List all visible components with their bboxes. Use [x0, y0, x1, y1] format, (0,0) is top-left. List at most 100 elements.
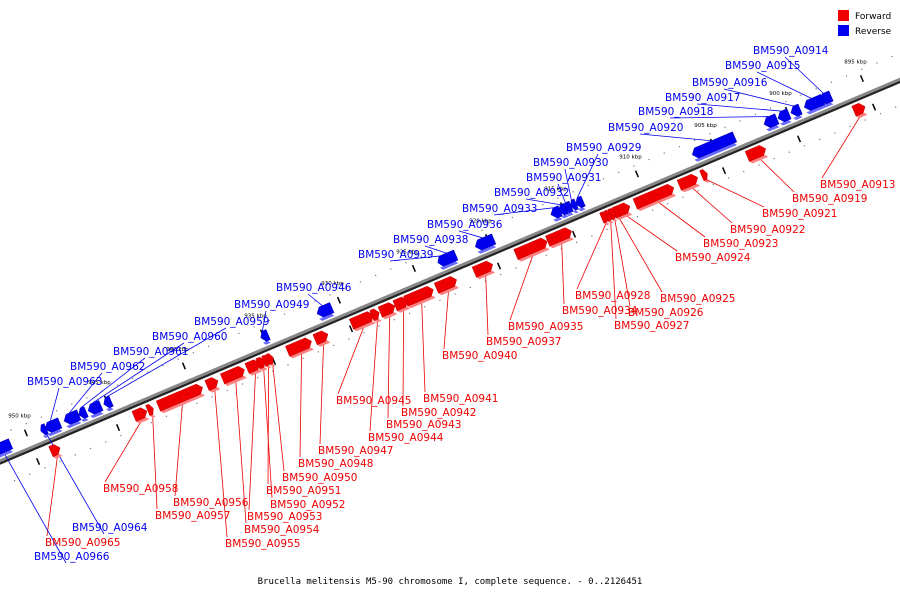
gene-label-bm590_a0966[interactable]: BM590_A0966 — [34, 551, 110, 563]
gene-label-bm590_a0958[interactable]: BM590_A0958 — [103, 483, 178, 495]
gene-feature-bm590_a0958[interactable] — [131, 407, 148, 422]
gene-feature-bm590_a0939[interactable] — [437, 254, 448, 267]
gene-feature-bm590_a0929[interactable] — [575, 195, 586, 209]
gene-label-bm590_a0939[interactable]: BM590_A0939 — [358, 249, 433, 261]
gene-feature-bm590_a0920[interactable] — [692, 131, 738, 159]
gene-feature-bm590_a0957[interactable] — [145, 404, 154, 417]
gene-feature-bm590_a0961[interactable] — [78, 406, 89, 419]
gene-label-bm590_a0965[interactable]: BM590_A0965 — [45, 537, 120, 549]
gene-label-bm590_a0913[interactable]: BM590_A0913 — [820, 179, 895, 191]
gene-label-bm590_a0961[interactable]: BM590_A0961 — [113, 346, 188, 358]
gene-feature-bm590_a0932[interactable] — [558, 202, 569, 216]
gene-label-bm590_a0956[interactable]: BM590_A0956 — [173, 497, 249, 509]
gene-label-bm590_a0955[interactable]: BM590_A0955 — [225, 538, 300, 550]
gene-label-bm590_a0943[interactable]: BM590_A0943 — [386, 419, 461, 431]
gene-feature-bm590_a0963[interactable] — [44, 417, 63, 433]
gene-label-bm590_a0927[interactable]: BM590_A0927 — [614, 320, 689, 332]
gene-label-bm590_a0935[interactable]: BM590_A0935 — [508, 321, 583, 333]
gene-feature-bm590_a0944[interactable] — [369, 308, 380, 322]
gene-feature-bm590_a0936[interactable] — [475, 233, 497, 251]
gene-label-bm590_a0948[interactable]: BM590_A0948 — [298, 458, 373, 470]
gene-feature-bm590_a0941[interactable] — [403, 286, 434, 307]
gene-feature-bm590_a0959[interactable] — [103, 395, 114, 409]
gene-label-bm590_a0937[interactable]: BM590_A0937 — [486, 336, 561, 348]
gene-label-bm590_a0932[interactable]: BM590_A0932 — [494, 187, 569, 199]
gene-label-bm590_a0930[interactable]: BM590_A0930 — [533, 157, 608, 169]
gene-label-bm590_a0934[interactable]: BM590_A0934 — [562, 305, 638, 317]
gene-label-bm590_a0963[interactable]: BM590_A0963 — [27, 376, 102, 388]
gene-label-bm590_a0953[interactable]: BM590_A0953 — [247, 511, 322, 523]
gene-label-bm590_a0922[interactable]: BM590_A0922 — [730, 224, 805, 236]
gene-label-bm590_a0924[interactable]: BM590_A0924 — [675, 252, 751, 264]
gene-label-bm590_a0914[interactable]: BM590_A0914 — [753, 45, 829, 57]
gene-label-bm590_a0940[interactable]: BM590_A0940 — [442, 350, 517, 362]
gene-feature-bm590_a0915[interactable] — [804, 94, 826, 111]
gene-feature-bm590_a0940[interactable] — [433, 276, 457, 294]
gene-feature-bm590_a0918[interactable] — [763, 113, 780, 128]
gene-feature-bm590_a0935[interactable] — [513, 237, 548, 260]
gene-feature-bm590_a0949[interactable] — [260, 329, 271, 342]
gene-label-bm590_a0928[interactable]: BM590_A0928 — [575, 290, 650, 302]
gene-label-bm590_a0933[interactable]: BM590_A0933 — [462, 203, 537, 215]
gene-feature-bm590_a0954[interactable] — [219, 366, 245, 385]
gene-feature-bm590_a0953[interactable] — [244, 359, 261, 374]
gene-label-bm590_a0951[interactable]: BM590_A0951 — [266, 485, 341, 497]
gene-label-bm590_a0945[interactable]: BM590_A0945 — [336, 395, 411, 407]
guide-dot — [861, 68, 863, 70]
gene-label-bm590_a0938[interactable]: BM590_A0938 — [393, 234, 468, 246]
gene-label-bm590_a0954[interactable]: BM590_A0954 — [244, 524, 320, 536]
gene-label-bm590_a0946[interactable]: BM590_A0946 — [276, 282, 352, 294]
gene-label-bm590_a0936[interactable]: BM590_A0936 — [427, 219, 503, 231]
gene-feature-bm590_a0945[interactable] — [348, 311, 374, 330]
gene-feature-bm590_a0934[interactable] — [545, 227, 572, 247]
gene-label-bm590_a0925[interactable]: BM590_A0925 — [660, 293, 735, 305]
gene-label-bm590_a0950[interactable]: BM590_A0950 — [282, 472, 357, 484]
gene-label-bm590_a0919[interactable]: BM590_A0919 — [792, 193, 867, 205]
gene-label-bm590_a0941[interactable]: BM590_A0941 — [423, 393, 498, 405]
gene-label-bm590_a0957[interactable]: BM590_A0957 — [155, 510, 230, 522]
gene-label-bm590_a0947[interactable]: BM590_A0947 — [318, 445, 393, 457]
gene-feature-bm590_a0960[interactable] — [87, 400, 104, 415]
gene-label-bm590_a0962[interactable]: BM590_A0962 — [70, 361, 145, 373]
gene-feature-bm590_a0923[interactable] — [632, 184, 675, 210]
gene-label-bm590_a0960[interactable]: BM590_A0960 — [152, 331, 227, 343]
gene-feature-bm590_a0962[interactable] — [63, 409, 82, 425]
gene-label-bm590_a0944[interactable]: BM590_A0944 — [368, 432, 444, 444]
gene-feature-bm590_a0942[interactable] — [392, 296, 409, 312]
gene-feature-bm590_a0965[interactable] — [48, 444, 61, 458]
gene-label-bm590_a0952[interactable]: BM590_A0952 — [270, 499, 345, 511]
gene-feature-bm590_a0937[interactable] — [471, 260, 493, 278]
gene-label-bm590_a0917[interactable]: BM590_A0917 — [665, 92, 740, 104]
gene-feature-bm590_a0928[interactable] — [599, 211, 608, 224]
gene-feature-bm590_a0943[interactable] — [377, 302, 396, 318]
gene-feature-bm590_a0956[interactable] — [155, 383, 203, 412]
gene-label-bm590_a0949[interactable]: BM590_A0949 — [234, 299, 309, 311]
gene-label-bm590_a0921[interactable]: BM590_A0921 — [762, 208, 837, 220]
gene-feature-bm590_a0946[interactable] — [316, 302, 335, 318]
gene-label-bm590_a0931[interactable]: BM590_A0931 — [526, 172, 601, 184]
gene-feature-bm590_a0948[interactable] — [285, 337, 312, 357]
gene-feature-bm590_a0933[interactable] — [550, 205, 563, 219]
gene-feature-bm590_a0916[interactable] — [790, 103, 803, 117]
gene-label-bm590_a0964[interactable]: BM590_A0964 — [72, 522, 148, 534]
gene-feature-bm590_a0917[interactable] — [777, 108, 792, 123]
gene-label-bm590_a0942[interactable]: BM590_A0942 — [401, 407, 476, 419]
gene-label-bm590_a0916[interactable]: BM590_A0916 — [692, 77, 768, 89]
gene-label-bm590_a0926[interactable]: BM590_A0926 — [628, 307, 704, 319]
gene-feature-bm590_a0966[interactable] — [0, 438, 14, 456]
gene-feature-bm590_a0919[interactable] — [744, 145, 766, 162]
gene-feature-bm590_a0921[interactable] — [699, 169, 708, 182]
gene-label-bm590_a0929[interactable]: BM590_A0929 — [566, 142, 641, 154]
gene-label-bm590_a0920[interactable]: BM590_A0920 — [608, 122, 683, 134]
gene-label-bm590_a0915[interactable]: BM590_A0915 — [725, 60, 800, 72]
gene-label-bm590_a0959[interactable]: BM590_A0959 — [194, 316, 269, 328]
gene-feature-bm590_a0930[interactable] — [570, 198, 579, 211]
gene-label-bm590_a0918[interactable]: BM590_A0918 — [638, 106, 713, 118]
gene-feature-bm590_a0922[interactable] — [676, 173, 698, 191]
gene-feature-bm590_a0964[interactable] — [40, 423, 49, 436]
gene-feature-bm590_a0952[interactable] — [255, 356, 266, 370]
gene-feature-bm590_a0913[interactable] — [851, 103, 866, 117]
gene-feature-bm590_a0947[interactable] — [312, 330, 329, 346]
gene-label-bm590_a0923[interactable]: BM590_A0923 — [703, 238, 778, 250]
gene-feature-bm590_a0955[interactable] — [204, 377, 219, 391]
